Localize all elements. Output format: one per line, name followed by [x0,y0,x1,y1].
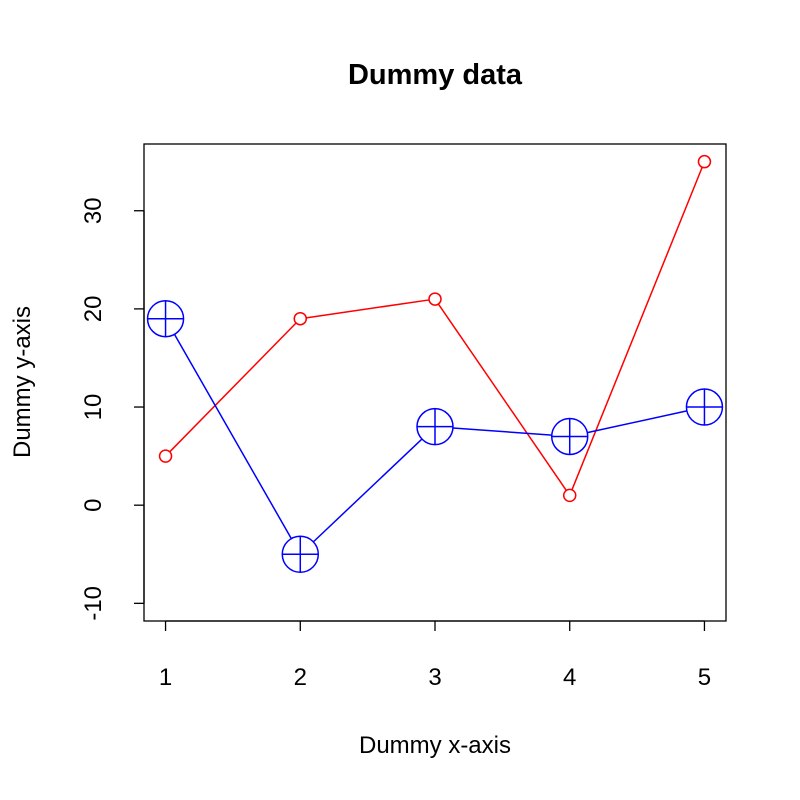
x-tick-label: 2 [294,664,307,691]
x-tick-label: 4 [563,664,576,691]
chart-title: Dummy data [348,59,523,91]
series-2-point [281,535,320,574]
series-1-segment [571,166,703,491]
x-tick-label: 3 [428,664,441,691]
series-2-segment [173,333,292,540]
series-2-segment [587,410,688,434]
y-tick-label: 20 [80,296,107,323]
series-1-point [562,488,577,503]
series-1-point [428,292,442,306]
series-1-segment [437,303,567,491]
y-axis-label: Dummy y-axis [9,306,36,458]
x-axis-label: Dummy x-axis [359,732,511,759]
series-1-point [293,311,308,326]
series-2-point [146,299,185,338]
series-2-point [416,407,454,446]
series-2 [146,299,724,574]
y-tick-label: 30 [80,197,107,224]
series-2-segment [452,427,552,436]
y-axis: -10 0 10 20 30 [80,197,145,621]
series-1 [158,154,712,503]
y-tick-label: 0 [80,499,107,512]
series-2-segment [312,438,423,543]
series-layer [146,154,724,574]
x-axis: 1 2 3 4 5 [159,620,711,691]
x-tick-label: 1 [159,664,172,691]
series-2-point [685,388,724,426]
series-1-point [697,154,712,169]
x-tick-label: 5 [698,664,711,691]
series-1-segment [306,299,430,319]
y-tick-label: 10 [80,394,107,421]
series-2-point [550,417,589,456]
series-1-point [158,449,173,463]
series-1-segment [169,322,297,453]
y-tick-label: -10 [80,586,107,621]
